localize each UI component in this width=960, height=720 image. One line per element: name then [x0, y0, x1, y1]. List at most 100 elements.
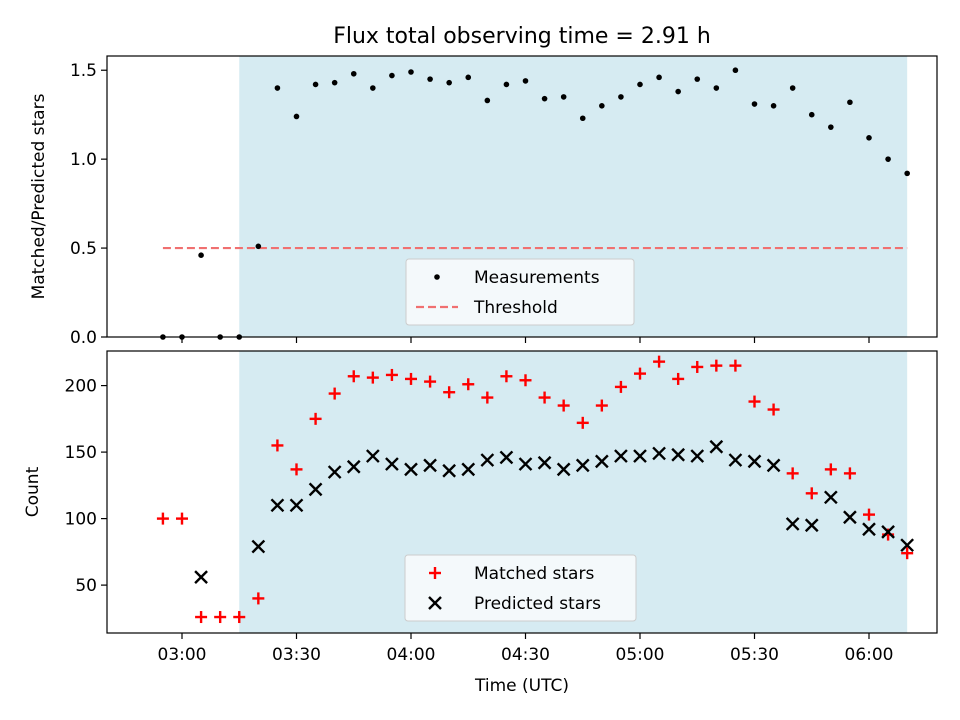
predicted-star-point — [900, 538, 915, 553]
measurement-point — [293, 113, 300, 120]
measurement-point — [732, 67, 739, 74]
chart-title: Flux total observing time = 2.91 h — [333, 24, 711, 49]
predicted-star-point — [881, 525, 895, 539]
matched-star-point — [672, 372, 685, 385]
predicted-star-point — [747, 454, 762, 469]
measurement-point — [541, 95, 548, 102]
predicted-star-point — [575, 458, 590, 473]
matched-star-point — [328, 387, 341, 400]
x-tick-label: 06:00 — [845, 645, 894, 665]
measurement-point — [331, 79, 338, 86]
measurement-point — [866, 135, 872, 141]
predicted-star-point — [270, 498, 285, 513]
top-legend: Measurements Threshold — [405, 258, 635, 326]
top-panel: 0.0 0.5 1.0 1.5 Matched/Predicted stars Mea… — [29, 55, 938, 348]
legend-matched-label: Matched stars — [474, 564, 594, 584]
measurement-point — [274, 85, 281, 91]
predicted-star-point — [843, 510, 857, 525]
measurement-point — [675, 88, 681, 95]
measurement-point — [370, 85, 376, 91]
matched-star-point — [901, 547, 914, 560]
matched-star-point — [385, 368, 398, 381]
x-tick-label: 03:00 — [158, 645, 207, 665]
matched-star-point — [309, 412, 322, 425]
predicted-star-point — [461, 462, 476, 477]
measurement-point — [618, 94, 624, 100]
matched-star-point — [843, 467, 856, 480]
top-y-tick-label: 0.5 — [70, 239, 97, 259]
measurement-point — [904, 170, 910, 177]
bottom-y-axis-label: Count — [23, 466, 43, 517]
measurement-point — [408, 69, 414, 75]
matched-star-point — [634, 367, 646, 380]
measurement-point — [198, 252, 204, 258]
predicted-star-point — [652, 446, 666, 461]
measurement-point — [694, 76, 701, 82]
predicted-star-point — [251, 539, 266, 554]
legend-matched-marker — [429, 567, 441, 579]
matched-star-point — [462, 378, 475, 391]
measurement-point — [560, 94, 567, 100]
matched-star-point — [805, 487, 818, 500]
legend-threshold-label: Threshold — [473, 298, 558, 318]
predicted-star-point — [194, 570, 208, 584]
measurement-point — [656, 74, 662, 81]
x-tick-label: 04:30 — [501, 645, 550, 665]
matched-star-point — [653, 355, 666, 368]
matched-star-point — [748, 395, 761, 408]
measurement-point — [599, 102, 605, 109]
measurement-point — [350, 70, 357, 77]
predicted-star-point — [785, 517, 800, 531]
predicted-star-point — [404, 462, 418, 477]
bottom-axes-frame — [106, 350, 938, 634]
bottom-legend-box — [404, 554, 637, 622]
predicted-star-point — [308, 482, 323, 497]
matched-star-point — [271, 439, 284, 452]
measurement-point — [465, 74, 472, 81]
predicted-star-point — [709, 439, 724, 454]
bottom-panel: 50 100 150 200 03:00 03:30 04:00 04:30 05:00 05:… — [23, 350, 938, 696]
top-y-tick-label: 1.5 — [70, 61, 97, 81]
predicted-star-point — [766, 458, 781, 473]
predicted-star-point — [671, 447, 686, 462]
matched-star-point — [176, 512, 188, 525]
matched-star-point — [729, 359, 742, 372]
matched-star-point — [614, 380, 627, 393]
matched-star-point — [347, 370, 360, 383]
predicted-star-point — [823, 490, 838, 505]
predicted-star-point — [862, 522, 876, 537]
matched-star-point — [405, 372, 417, 385]
predicted-star-point — [365, 449, 380, 463]
predicted-star-point — [804, 518, 819, 533]
measurement-point — [484, 97, 491, 104]
measurement-point — [637, 81, 643, 88]
measurement-point — [828, 124, 834, 130]
measurement-point — [389, 72, 395, 79]
predicted-star-point — [346, 459, 361, 474]
bottom-y-tick-label: 150 — [65, 443, 97, 463]
matched-star-point — [710, 359, 723, 372]
measurement-point — [751, 101, 758, 107]
predicted-star-point — [728, 453, 743, 467]
measurement-point — [446, 79, 452, 86]
predicted-star-point — [499, 450, 514, 465]
predicted-star-point — [289, 498, 304, 513]
predicted-star-point — [594, 454, 609, 469]
measurement-point — [847, 99, 853, 106]
predicted-star-point — [518, 457, 533, 471]
bottom-y-tick-label: 50 — [75, 576, 97, 596]
top-y-tick-label: 0.0 — [70, 328, 97, 348]
bottom-y-tick-label: 100 — [65, 510, 97, 530]
predicted-star-point — [423, 458, 437, 473]
legend-measurement-marker — [434, 274, 440, 280]
measurement-point — [522, 78, 529, 84]
measurement-point — [713, 85, 720, 91]
x-tick-label: 05:00 — [616, 645, 665, 665]
top-y-axis-label: Matched/Predicted stars — [29, 93, 49, 299]
matched-star-point — [576, 416, 589, 429]
matched-star-point — [233, 611, 246, 624]
predicted-star-point — [633, 449, 647, 463]
measurement-point — [579, 115, 586, 122]
matched-star-point — [519, 374, 532, 387]
